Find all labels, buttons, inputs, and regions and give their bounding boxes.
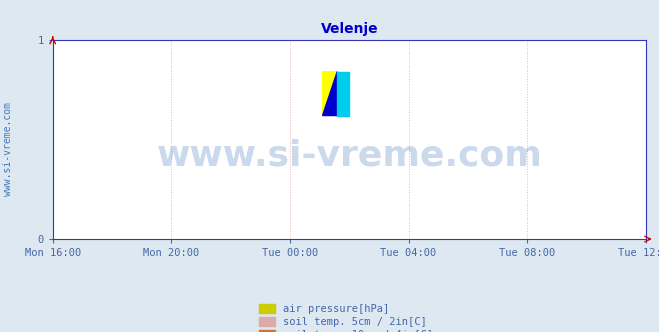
Bar xyxy=(337,72,349,116)
Title: Velenje: Velenje xyxy=(320,22,378,36)
Legend: air pressure[hPa], soil temp. 5cm / 2in[C], soil temp. 10cm / 4in[C], soil temp.: air pressure[hPa], soil temp. 5cm / 2in[… xyxy=(259,304,440,332)
Polygon shape xyxy=(322,72,337,116)
Text: www.si-vreme.com: www.si-vreme.com xyxy=(156,138,542,172)
Text: www.si-vreme.com: www.si-vreme.com xyxy=(3,102,13,197)
Polygon shape xyxy=(322,72,337,116)
